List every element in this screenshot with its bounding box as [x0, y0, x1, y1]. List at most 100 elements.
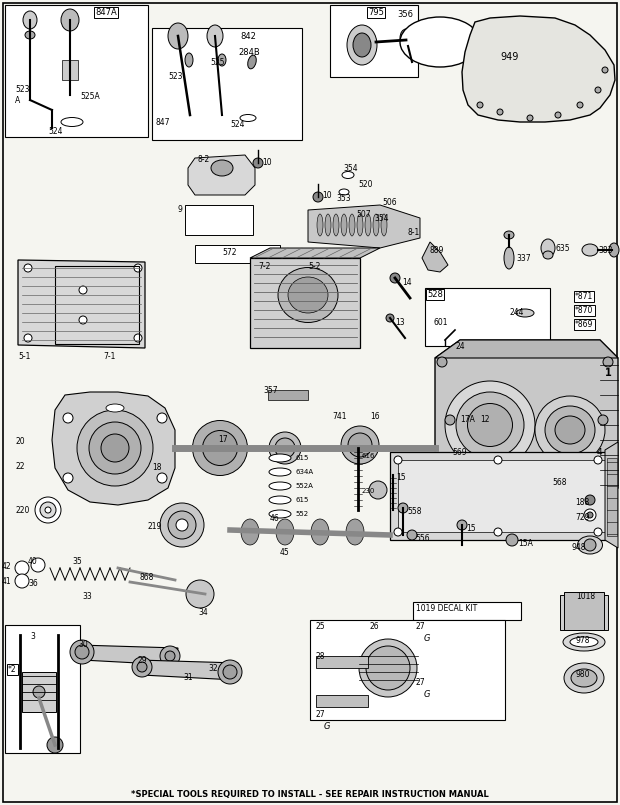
Text: 5-1: 5-1 — [18, 352, 30, 361]
Text: 5-2: 5-2 — [308, 262, 321, 271]
Text: 615: 615 — [295, 455, 308, 461]
Ellipse shape — [33, 686, 45, 698]
Text: 868: 868 — [140, 573, 154, 582]
Text: 847: 847 — [155, 118, 169, 127]
Circle shape — [603, 357, 613, 367]
Text: 558: 558 — [407, 507, 422, 516]
Ellipse shape — [577, 536, 603, 554]
Ellipse shape — [342, 171, 354, 179]
Text: *869: *869 — [575, 320, 593, 329]
Bar — [607, 458, 617, 536]
Ellipse shape — [23, 11, 37, 29]
Circle shape — [386, 314, 394, 322]
Ellipse shape — [106, 404, 124, 412]
Text: 10: 10 — [322, 191, 332, 200]
Polygon shape — [250, 248, 380, 258]
Text: 356: 356 — [397, 10, 413, 19]
Ellipse shape — [339, 189, 349, 195]
Text: 528: 528 — [427, 290, 443, 299]
Text: 795: 795 — [368, 8, 384, 17]
Circle shape — [79, 316, 87, 324]
Circle shape — [598, 415, 608, 425]
Circle shape — [594, 528, 602, 536]
Circle shape — [89, 422, 141, 474]
Text: 28: 28 — [315, 652, 324, 661]
Text: 1018: 1018 — [576, 592, 595, 601]
Circle shape — [437, 479, 447, 489]
Text: 572: 572 — [222, 248, 236, 257]
Circle shape — [595, 87, 601, 93]
Text: *870: *870 — [575, 306, 593, 315]
Text: 552A: 552A — [295, 483, 313, 489]
Circle shape — [63, 473, 73, 483]
Text: 601: 601 — [433, 318, 448, 327]
Polygon shape — [435, 340, 618, 510]
Circle shape — [313, 192, 323, 202]
Ellipse shape — [269, 482, 291, 490]
Text: 889: 889 — [430, 246, 445, 255]
Ellipse shape — [218, 54, 226, 66]
Circle shape — [157, 413, 167, 423]
Text: 230: 230 — [362, 488, 375, 494]
Text: 634A: 634A — [295, 469, 313, 475]
Circle shape — [398, 503, 408, 513]
Ellipse shape — [467, 403, 513, 447]
Circle shape — [577, 102, 583, 108]
Text: 949: 949 — [500, 52, 518, 62]
Text: 244: 244 — [510, 308, 525, 317]
Text: 354: 354 — [374, 214, 389, 223]
Bar — [5, 625, 80, 753]
Text: 337: 337 — [516, 254, 531, 263]
Text: 27: 27 — [315, 710, 325, 719]
Ellipse shape — [348, 433, 372, 457]
Bar — [316, 695, 368, 707]
Circle shape — [157, 473, 167, 483]
Text: 568: 568 — [552, 478, 567, 487]
Ellipse shape — [278, 267, 338, 323]
Text: 741: 741 — [332, 412, 347, 421]
Ellipse shape — [269, 468, 291, 476]
Ellipse shape — [357, 214, 363, 236]
Text: 27: 27 — [415, 678, 425, 687]
Bar — [62, 60, 78, 80]
Text: 1019 DECAL KIT: 1019 DECAL KIT — [416, 604, 477, 613]
Text: 980: 980 — [576, 670, 590, 679]
Text: 17: 17 — [218, 435, 228, 444]
Text: 523: 523 — [15, 85, 30, 94]
Text: 41: 41 — [2, 577, 12, 586]
Circle shape — [223, 665, 237, 679]
Bar — [22, 672, 56, 712]
Circle shape — [584, 509, 596, 521]
Text: A: A — [15, 96, 20, 105]
Ellipse shape — [61, 9, 79, 31]
Text: 188: 188 — [575, 498, 589, 507]
Text: 524: 524 — [48, 127, 63, 136]
Ellipse shape — [288, 277, 328, 313]
Text: 220: 220 — [15, 506, 29, 515]
Polygon shape — [462, 16, 615, 122]
Text: 18: 18 — [152, 463, 161, 472]
Polygon shape — [188, 155, 255, 195]
Circle shape — [394, 456, 402, 464]
Ellipse shape — [248, 56, 256, 69]
Text: 552: 552 — [295, 511, 308, 517]
Circle shape — [79, 286, 87, 294]
Text: *SPECIAL TOOLS REQUIRED TO INSTALL - SEE REPAIR INSTRUCTION MANUAL: *SPECIAL TOOLS REQUIRED TO INSTALL - SEE… — [131, 790, 489, 799]
Ellipse shape — [456, 392, 524, 458]
Text: 842: 842 — [240, 32, 256, 41]
Ellipse shape — [35, 497, 61, 523]
Polygon shape — [18, 260, 145, 348]
Text: 523: 523 — [168, 72, 182, 81]
Text: 32: 32 — [208, 664, 218, 673]
Ellipse shape — [543, 251, 553, 259]
Bar — [413, 602, 521, 620]
Ellipse shape — [207, 25, 223, 47]
Text: 31: 31 — [183, 673, 193, 682]
Ellipse shape — [609, 243, 619, 257]
Ellipse shape — [545, 406, 595, 454]
Circle shape — [24, 264, 32, 272]
Ellipse shape — [516, 309, 534, 317]
Text: 520: 520 — [358, 180, 373, 189]
Circle shape — [437, 357, 447, 367]
Polygon shape — [78, 645, 178, 665]
